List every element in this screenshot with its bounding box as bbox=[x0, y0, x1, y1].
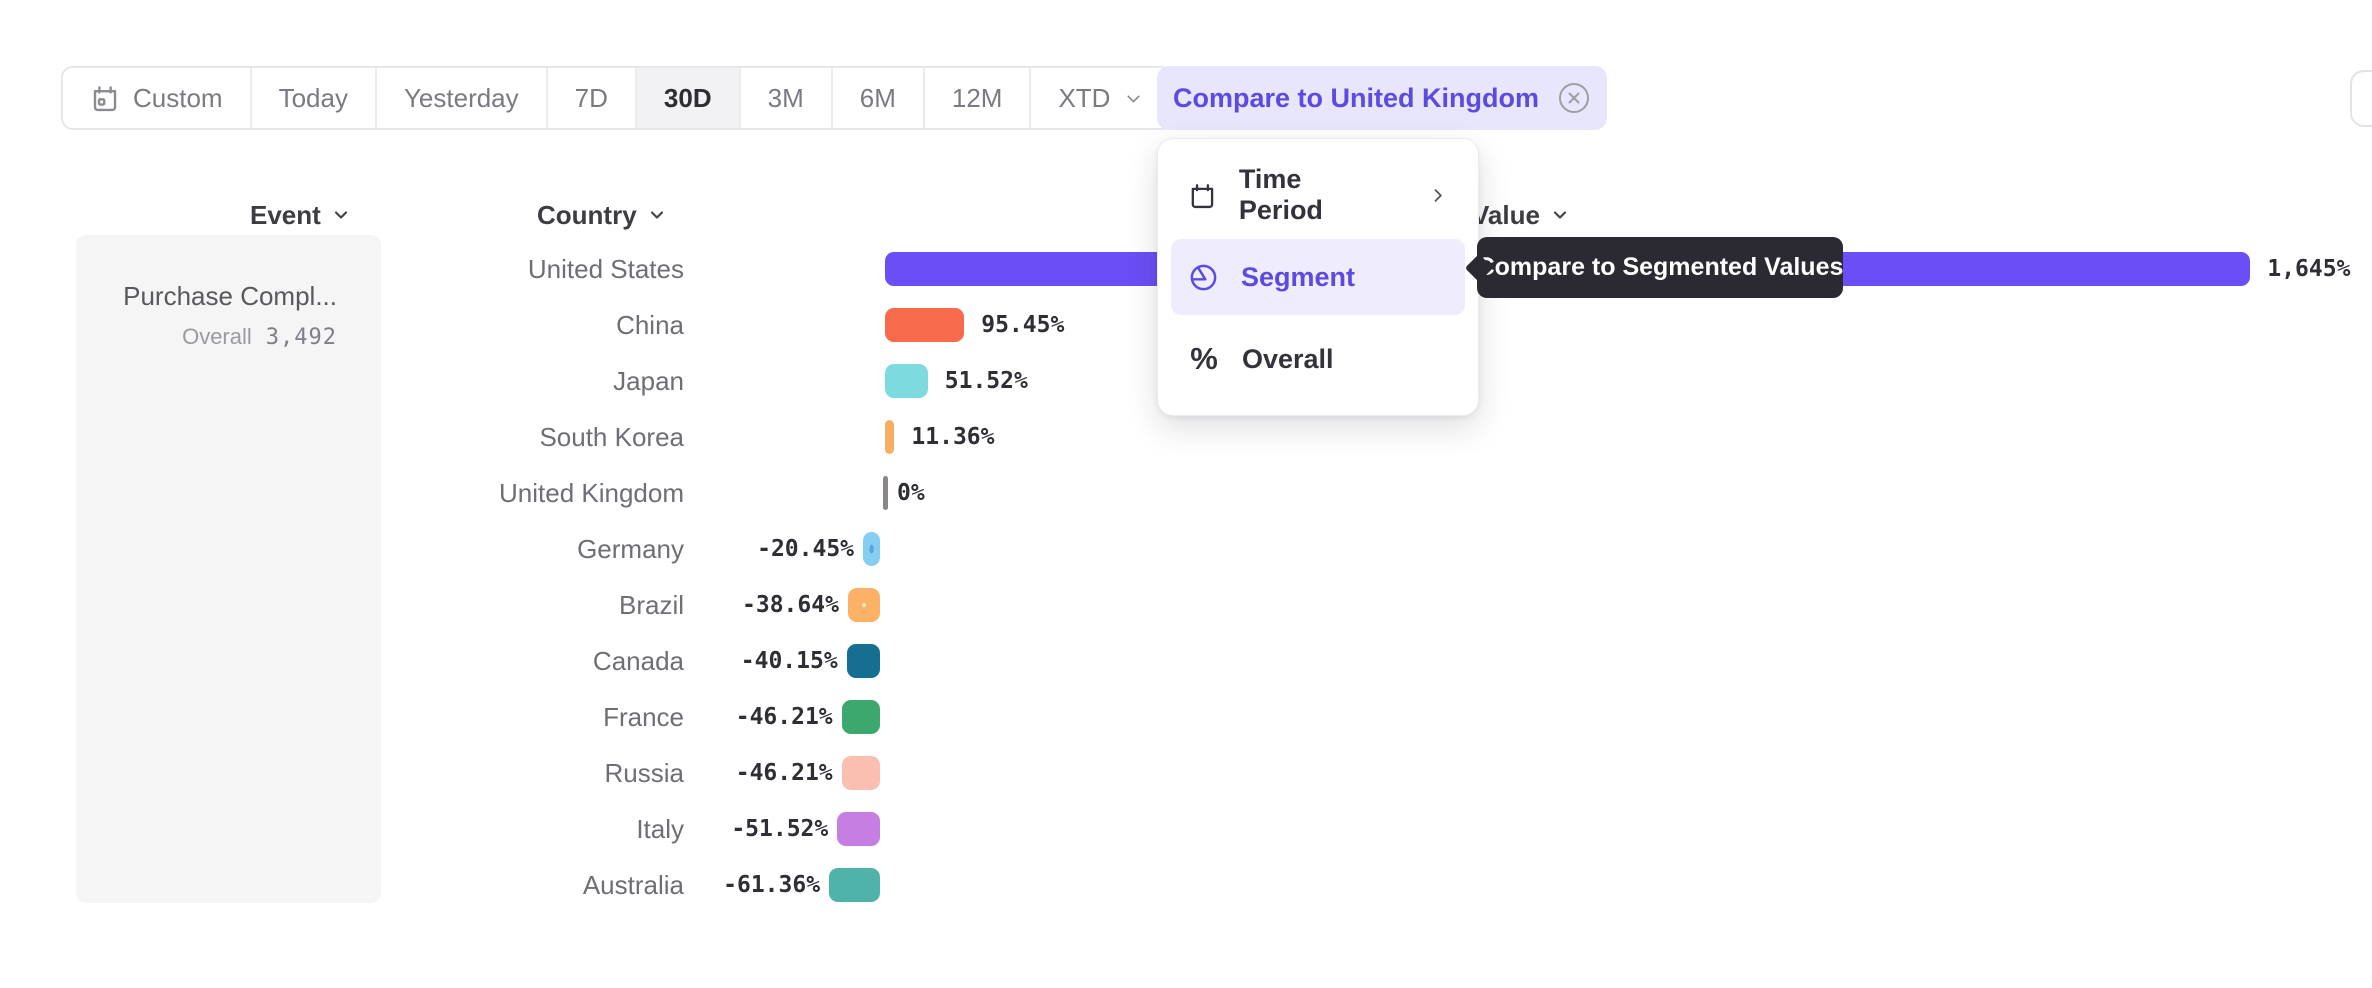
value-label: 1,645% bbox=[2267, 256, 2351, 282]
menu-item-label: Segment bbox=[1241, 261, 1356, 292]
menu-item-label: Overall bbox=[1242, 343, 1334, 374]
value-label: -46.21% bbox=[735, 704, 833, 730]
compare-chip[interactable]: Compare to United Kingdom bbox=[1157, 66, 1607, 130]
country-label: United Kingdom bbox=[499, 478, 684, 508]
segment-icon bbox=[1190, 264, 1217, 290]
bar[interactable] bbox=[846, 644, 880, 678]
chevron-right-icon bbox=[1434, 188, 1442, 202]
country-label: United States bbox=[527, 254, 684, 284]
event-list-item[interactable]: Purchase Compl... Overall 3,492 bbox=[123, 281, 337, 350]
bar[interactable] bbox=[847, 588, 880, 622]
range-button-3m[interactable]: 3M bbox=[740, 68, 833, 128]
range-button-custom[interactable]: Custom bbox=[63, 68, 252, 128]
country-label: Brazil bbox=[618, 590, 684, 620]
bar[interactable] bbox=[863, 532, 880, 566]
range-button-yesterday[interactable]: Yesterday bbox=[376, 68, 548, 128]
percent-icon: % bbox=[1190, 341, 1218, 376]
bar[interactable] bbox=[885, 364, 928, 398]
value-label: -61.36% bbox=[723, 872, 821, 898]
bar[interactable] bbox=[837, 812, 880, 846]
country-label: France bbox=[603, 702, 684, 732]
bar[interactable] bbox=[841, 756, 880, 790]
bar[interactable] bbox=[885, 308, 965, 342]
country-label: Japan bbox=[613, 366, 684, 396]
range-button-label: 7D bbox=[574, 82, 608, 113]
country-label: Canada bbox=[592, 646, 684, 676]
range-button-7d[interactable]: 7D bbox=[547, 68, 637, 128]
range-button-label: Today bbox=[278, 82, 348, 113]
menu-item-label: Time Period bbox=[1238, 164, 1323, 225]
event-overall-label: Overall bbox=[182, 324, 252, 349]
value-label: 11.36% bbox=[911, 424, 995, 450]
chevron-down-icon bbox=[1127, 94, 1141, 102]
range-button-today[interactable]: Today bbox=[251, 68, 377, 128]
compare-options-menu: Time Period Segment% Overall bbox=[1157, 138, 1479, 416]
bar[interactable] bbox=[841, 700, 880, 734]
remove-compare-icon[interactable] bbox=[1557, 81, 1591, 115]
chevron-down-icon bbox=[334, 211, 347, 219]
edge-partial-control[interactable] bbox=[2350, 70, 2372, 127]
date-range-toolbar: Custom Today Yesterday 7D 30D 3M 6M 12M XTD bbox=[61, 66, 1174, 130]
tooltip: Compare to Segmented Values bbox=[1464, 237, 1844, 298]
calendar-icon bbox=[1191, 183, 1214, 208]
value-label: 0% bbox=[897, 480, 925, 506]
chevron-down-icon bbox=[650, 211, 663, 219]
range-button-30d[interactable]: 30D bbox=[636, 68, 741, 128]
calendar-icon bbox=[93, 86, 117, 112]
menu-item-segment[interactable]: Segment bbox=[1171, 239, 1465, 315]
range-button-12m[interactable]: 12M bbox=[924, 68, 1032, 128]
chevron-down-icon bbox=[1553, 211, 1567, 219]
range-button-label: XTD bbox=[1058, 82, 1111, 113]
country-column-header[interactable]: Country bbox=[537, 198, 667, 232]
country-column-label: Country bbox=[537, 199, 637, 230]
zero-baseline-tick bbox=[883, 476, 888, 510]
bar[interactable] bbox=[829, 868, 880, 902]
menu-item-time-period[interactable]: Time Period bbox=[1171, 157, 1465, 233]
event-column-header[interactable]: Event bbox=[250, 198, 351, 232]
range-button-label: 30D bbox=[663, 82, 712, 113]
range-button-label: 6M bbox=[859, 82, 896, 113]
value-label: -40.15% bbox=[740, 648, 838, 674]
value-column-label: Value bbox=[1472, 199, 1540, 230]
range-button-label: 12M bbox=[951, 82, 1003, 113]
country-label: China bbox=[616, 310, 684, 340]
event-column-label: Event bbox=[250, 199, 321, 230]
country-label: Italy bbox=[636, 814, 684, 844]
country-label: Russia bbox=[604, 758, 684, 788]
country-label: South Korea bbox=[539, 422, 684, 452]
country-label: Australia bbox=[582, 870, 684, 900]
bar[interactable] bbox=[885, 420, 895, 454]
country-label: Germany bbox=[577, 534, 684, 564]
range-button-label: Yesterday bbox=[403, 82, 519, 113]
value-label: -51.52% bbox=[731, 816, 829, 842]
value-label: 51.52% bbox=[944, 368, 1028, 394]
tooltip-text: Compare to Segmented Values bbox=[1476, 253, 1844, 281]
value-label: -46.21% bbox=[735, 760, 833, 786]
value-label: 95.45% bbox=[981, 312, 1065, 338]
range-button-xtd[interactable]: XTD bbox=[1031, 68, 1172, 128]
compare-chip-label: Compare to United Kingdom bbox=[1173, 82, 1539, 113]
menu-item-overall[interactable]: % Overall bbox=[1171, 321, 1465, 397]
range-button-label: Custom bbox=[133, 82, 223, 113]
event-name: Purchase Compl... bbox=[123, 281, 337, 311]
event-list-panel: Purchase Compl... Overall 3,492 bbox=[76, 235, 381, 903]
value-label: -20.45% bbox=[757, 536, 855, 562]
range-button-6m[interactable]: 6M bbox=[832, 68, 925, 128]
range-button-label: 3M bbox=[767, 82, 804, 113]
event-overall-value: 3,492 bbox=[265, 325, 337, 350]
value-column-header[interactable]: Value bbox=[1472, 198, 1570, 232]
value-label: -38.64% bbox=[742, 592, 839, 618]
